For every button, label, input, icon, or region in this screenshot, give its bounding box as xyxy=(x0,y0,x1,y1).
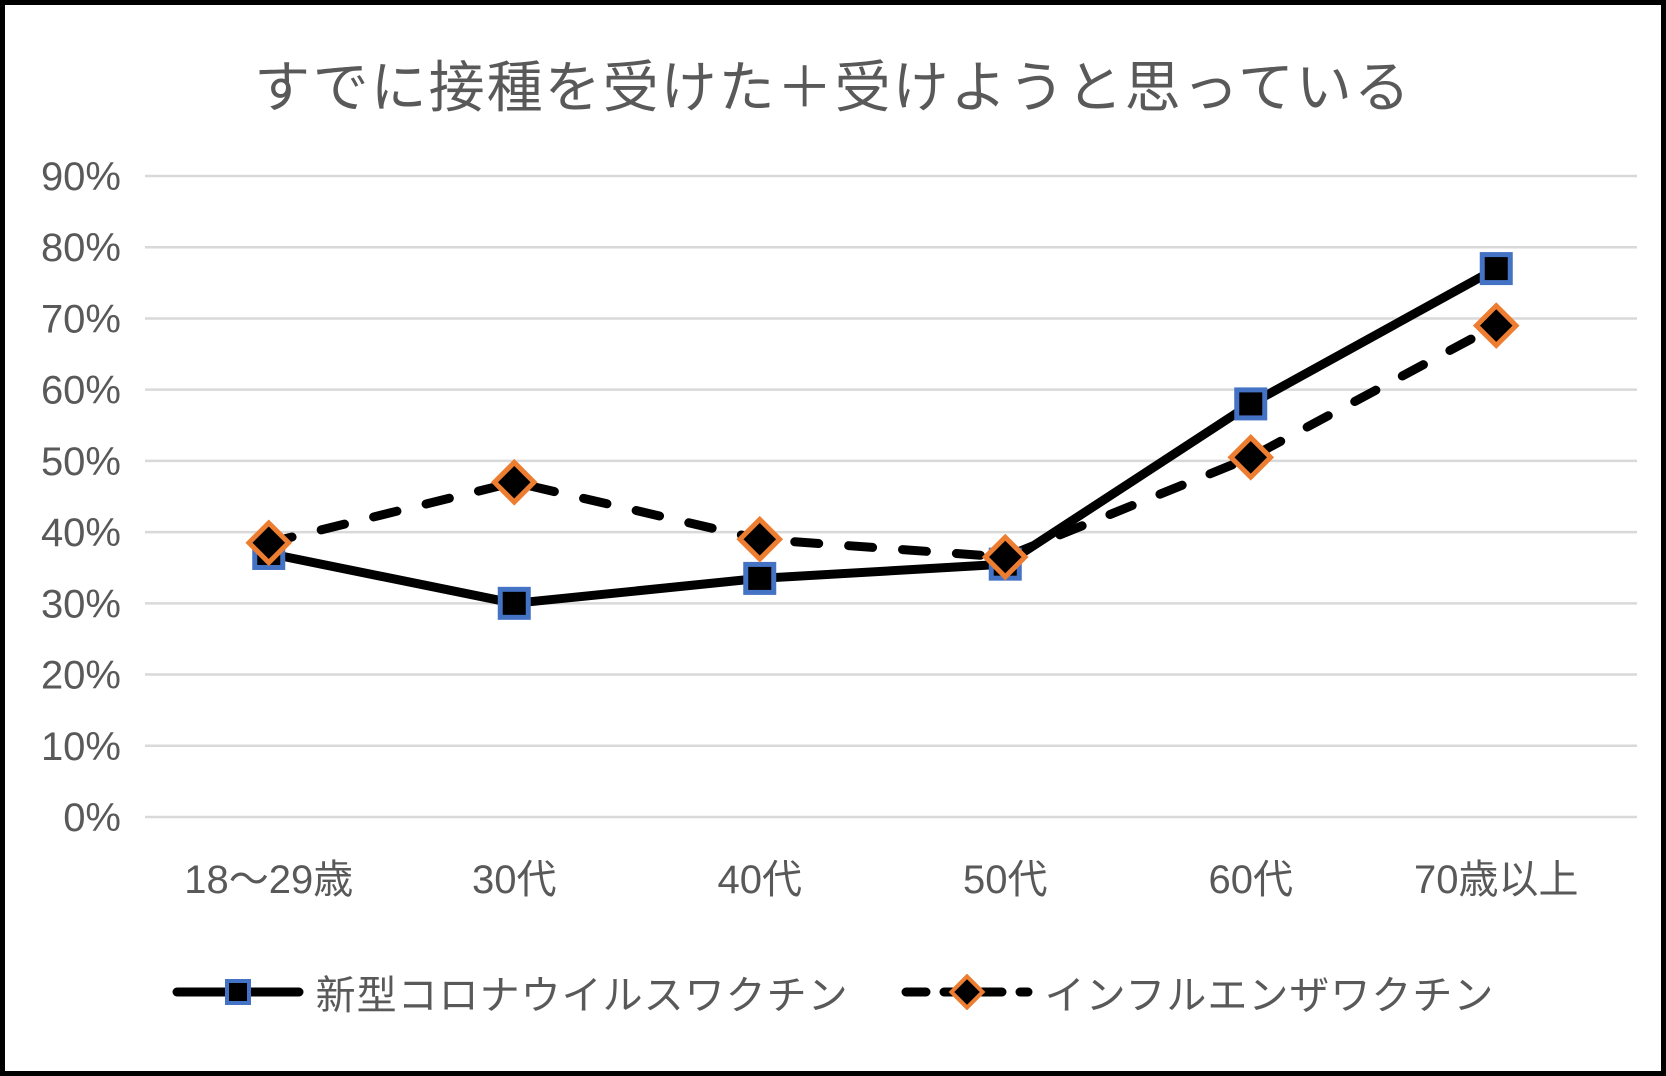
legend-item-flu-vaccine: インフルエンザワクチン xyxy=(901,963,1495,1021)
legend-label-covid-vaccine: 新型コロナウイルスワクチン xyxy=(315,974,849,1018)
legend-line-marker-covid-icon xyxy=(172,979,304,1005)
data-point-marker xyxy=(736,515,784,563)
y-tick-label: 40% xyxy=(41,511,121,555)
y-tick-label: 60% xyxy=(41,369,121,413)
series-line xyxy=(264,264,1501,608)
legend-swatch-marker xyxy=(224,979,251,1005)
y-tick-label: 80% xyxy=(41,226,121,270)
data-point-marker xyxy=(981,533,1029,581)
category-label: 30代 xyxy=(472,858,557,902)
category-label: 50代 xyxy=(963,858,1048,902)
data-point-marker xyxy=(1227,433,1275,481)
series-line xyxy=(264,321,1501,562)
data-point-marker xyxy=(1234,387,1268,421)
category-label: 40代 xyxy=(718,858,803,902)
legend: 新型コロナウイルスワクチン インフルエンザワクチン xyxy=(5,963,1661,1021)
y-tick-label: 0% xyxy=(63,796,121,840)
y-tick-label: 20% xyxy=(41,654,121,698)
legend-swatch-marker xyxy=(948,974,985,1010)
plot-area: 0% 10% 20% 30% 40% 50% 60% 70% 80% 90% 18〜29歳 30代 40… xyxy=(41,155,1637,902)
data-point-marker xyxy=(245,519,293,567)
data-point-marker xyxy=(1479,252,1513,286)
y-tick-label: 70% xyxy=(41,297,121,341)
category-label: 70歳以上 xyxy=(1414,858,1579,902)
category-label: 18〜29歳 xyxy=(184,858,353,902)
y-tick-label: 30% xyxy=(41,582,121,626)
data-point-marker xyxy=(743,561,777,595)
data-point-marker xyxy=(497,586,531,620)
legend-label-flu-vaccine: インフルエンザワクチン xyxy=(1044,974,1495,1018)
legend-item-covid-vaccine: 新型コロナウイルスワクチン xyxy=(172,963,849,1021)
legend-line-marker-flu-icon xyxy=(901,974,1033,1010)
category-label: 60代 xyxy=(1209,858,1294,902)
chart-title: すでに接種を受けた＋受けようと思っている xyxy=(254,56,1412,119)
data-point-marker xyxy=(1472,302,1520,349)
data-point-marker xyxy=(490,458,538,506)
y-tick-label: 50% xyxy=(41,440,121,484)
y-tick-label: 90% xyxy=(41,155,121,199)
y-tick-label: 10% xyxy=(41,725,121,769)
